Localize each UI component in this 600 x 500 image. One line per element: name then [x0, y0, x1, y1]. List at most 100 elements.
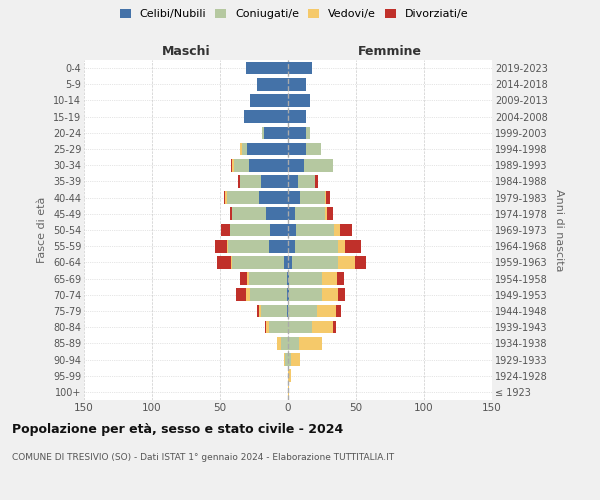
Bar — [288, 78, 305, 90]
Bar — [305, 126, 310, 139]
Bar — [217, 256, 231, 268]
Bar — [233, 159, 248, 172]
Bar — [295, 208, 325, 220]
Bar — [335, 304, 341, 318]
Bar — [338, 288, 345, 301]
Bar — [230, 208, 232, 220]
Bar — [287, 272, 288, 285]
Bar — [288, 288, 289, 301]
Bar — [227, 192, 259, 204]
Bar — [246, 288, 250, 301]
Bar — [231, 159, 232, 172]
Bar — [281, 337, 288, 349]
Bar — [288, 353, 291, 366]
Bar — [250, 288, 287, 301]
Text: Popolazione per età, sesso e stato civile - 2024: Popolazione per età, sesso e stato civil… — [12, 422, 343, 436]
Bar — [259, 304, 261, 318]
Bar — [241, 142, 242, 156]
Bar — [232, 256, 284, 268]
Bar — [231, 256, 232, 268]
Bar — [298, 175, 315, 188]
Bar — [221, 224, 230, 236]
Bar — [288, 370, 291, 382]
Bar — [288, 386, 289, 398]
Bar — [277, 337, 281, 349]
Bar — [296, 224, 334, 236]
Bar — [265, 321, 266, 334]
Bar — [241, 175, 261, 188]
Bar — [313, 321, 333, 334]
Bar — [289, 272, 322, 285]
Bar — [224, 192, 226, 204]
Bar — [284, 256, 288, 268]
Bar — [317, 304, 335, 318]
Bar — [322, 288, 338, 301]
Bar — [322, 272, 337, 285]
Bar — [232, 208, 266, 220]
Bar — [337, 272, 344, 285]
Bar — [285, 353, 288, 366]
Bar — [242, 142, 247, 156]
Bar — [288, 126, 305, 139]
Bar — [248, 159, 288, 172]
Bar — [334, 224, 340, 236]
Bar — [288, 337, 299, 349]
Bar — [236, 288, 246, 301]
Bar — [244, 110, 288, 123]
Bar — [289, 288, 322, 301]
Bar — [261, 304, 287, 318]
Legend: Celibi/Nubili, Coniugati/e, Vedovi/e, Divorziati/e: Celibi/Nubili, Coniugati/e, Vedovi/e, Di… — [116, 6, 472, 22]
Bar — [288, 175, 298, 188]
Bar — [292, 256, 338, 268]
Bar — [250, 94, 288, 107]
Bar — [325, 192, 326, 204]
Bar — [287, 304, 288, 318]
Bar — [271, 224, 288, 236]
Bar — [247, 272, 248, 285]
Bar — [257, 304, 259, 318]
Bar — [305, 142, 320, 156]
Bar — [315, 175, 318, 188]
Bar — [288, 142, 305, 156]
Bar — [269, 321, 288, 334]
Bar — [288, 192, 300, 204]
Bar — [340, 224, 352, 236]
Bar — [299, 337, 322, 349]
Bar — [241, 272, 247, 285]
Bar — [288, 224, 296, 236]
Bar — [238, 175, 241, 188]
Bar — [247, 142, 288, 156]
Bar — [333, 321, 335, 334]
Bar — [338, 256, 355, 268]
Bar — [288, 159, 304, 172]
Bar — [300, 192, 325, 204]
Bar — [325, 208, 328, 220]
Bar — [248, 272, 287, 285]
Y-axis label: Fasce di età: Fasce di età — [37, 197, 47, 263]
Bar — [284, 353, 285, 366]
Y-axis label: Anni di nascita: Anni di nascita — [554, 188, 565, 271]
Bar — [295, 240, 338, 252]
Bar — [345, 240, 361, 252]
Bar — [269, 240, 288, 252]
Bar — [215, 240, 227, 252]
Bar — [246, 62, 288, 74]
Bar — [259, 192, 288, 204]
Bar — [263, 126, 288, 139]
Bar — [288, 94, 310, 107]
Text: COMUNE DI TRESIVIO (SO) - Dati ISTAT 1° gennaio 2024 - Elaborazione TUTTITALIA.I: COMUNE DI TRESIVIO (SO) - Dati ISTAT 1° … — [12, 452, 394, 462]
Bar — [355, 256, 365, 268]
Bar — [230, 224, 271, 236]
Bar — [326, 192, 330, 204]
Bar — [288, 208, 295, 220]
Text: Maschi: Maschi — [161, 46, 211, 59]
Bar — [288, 110, 305, 123]
Bar — [257, 78, 288, 90]
Bar — [227, 240, 228, 252]
Bar — [288, 256, 292, 268]
Bar — [261, 175, 288, 188]
Bar — [266, 321, 269, 334]
Bar — [266, 208, 288, 220]
Bar — [304, 159, 333, 172]
Bar — [288, 62, 313, 74]
